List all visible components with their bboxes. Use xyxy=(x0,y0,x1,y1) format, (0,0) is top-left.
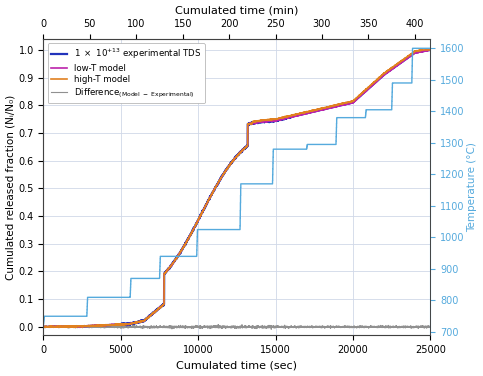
low-T model xyxy=(85,324,90,329)
X-axis label: Cumulated time (sec): Cumulated time (sec) xyxy=(176,361,298,370)
Y-axis label: Cumulated released fraction (Nᵢ/N₀): Cumulated released fraction (Nᵢ/N₀) xyxy=(6,94,15,280)
Line: high-T model: high-T model xyxy=(43,50,430,327)
Difference (Model - Experimental) xyxy=(378,324,384,329)
high-T model xyxy=(85,324,90,328)
high-T model xyxy=(189,230,195,234)
low-T model xyxy=(425,48,431,52)
low-T model xyxy=(427,48,433,52)
$1\ \times\ 10^{+13}$ experimental TDS xyxy=(206,198,212,202)
low-T model xyxy=(108,323,114,327)
$1\ \times\ 10^{+13}$ experimental TDS xyxy=(108,323,114,327)
$1\ \times\ 10^{+13}$ experimental TDS xyxy=(378,75,384,80)
Difference (Model - Experimental) xyxy=(215,322,221,327)
Difference (Model - Experimental) xyxy=(41,324,46,329)
$1\ \times\ 10^{+13}$ experimental TDS xyxy=(85,324,90,328)
$1\ \times\ 10^{+13}$ experimental TDS xyxy=(189,230,195,235)
Line: low-T model: low-T model xyxy=(43,50,430,327)
low-T model xyxy=(41,324,46,329)
high-T model xyxy=(419,48,425,52)
Difference (Model - Experimental) xyxy=(269,327,274,332)
low-T model xyxy=(378,75,384,80)
low-T model xyxy=(189,230,195,235)
high-T model xyxy=(378,74,384,78)
high-T model xyxy=(206,198,212,203)
Difference (Model - Experimental) xyxy=(206,324,212,329)
$1\ \times\ 10^{+13}$ experimental TDS xyxy=(41,324,46,329)
Difference (Model - Experimental) xyxy=(189,324,195,329)
$1\ \times\ 10^{+13}$ experimental TDS xyxy=(427,48,433,52)
low-T model xyxy=(206,197,212,202)
Legend: $1\ \times\ 10^{+13}$ experimental TDS, low-T model, high-T model, Difference$_{: $1\ \times\ 10^{+13}$ experimental TDS, … xyxy=(48,43,204,103)
Difference (Model - Experimental) xyxy=(108,324,114,329)
Y-axis label: Temperature (°C): Temperature (°C) xyxy=(468,142,477,232)
X-axis label: Cumulated time (min): Cumulated time (min) xyxy=(175,6,298,15)
high-T model xyxy=(108,323,114,327)
$1\ \times\ 10^{+13}$ experimental TDS xyxy=(420,49,426,53)
low-T model xyxy=(420,49,426,54)
high-T model xyxy=(420,48,426,52)
Difference (Model - Experimental) xyxy=(420,324,426,329)
Line: Difference (Model - Experimental): Difference (Model - Experimental) xyxy=(43,324,430,329)
Difference (Model - Experimental) xyxy=(85,324,90,329)
high-T model xyxy=(427,48,433,52)
Difference (Model - Experimental) xyxy=(427,325,433,330)
Line: $1\ \times\ 10^{+13}$ experimental TDS: $1\ \times\ 10^{+13}$ experimental TDS xyxy=(43,50,430,327)
high-T model xyxy=(41,324,46,329)
